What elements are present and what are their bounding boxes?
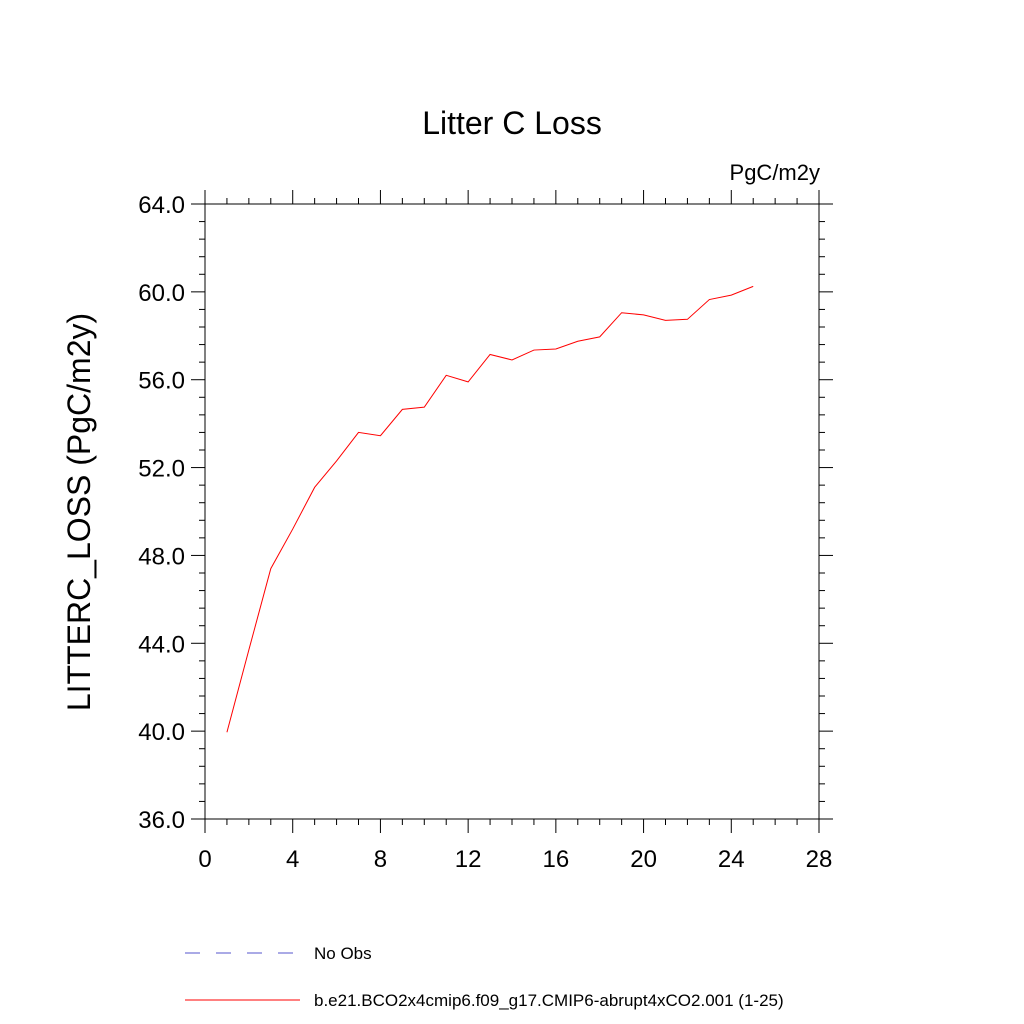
series-line bbox=[226, 285, 754, 733]
legend-label: No Obs bbox=[314, 944, 372, 963]
y-tick-label: 48.0 bbox=[138, 543, 185, 570]
chart-title: Litter C Loss bbox=[422, 105, 602, 141]
series-layer bbox=[226, 285, 754, 733]
x-tick-label: 8 bbox=[374, 846, 387, 873]
axis-ticks: 0 4 8 12 16 20 24 28 36.0 40.0 44.0 48.0 52.0 56.0 60.… bbox=[138, 190, 833, 873]
x-tick-label: 24 bbox=[718, 846, 745, 873]
y-tick-label: 44.0 bbox=[138, 631, 185, 658]
plot-frame bbox=[204, 203, 820, 820]
y-tick-label: 36.0 bbox=[138, 807, 185, 834]
x-tick-label: 20 bbox=[630, 846, 657, 873]
legend-label: b.e21.BCO2x4cmip6.f09_g17.CMIP6-abrupt4x… bbox=[314, 991, 784, 1010]
y-tick-label: 40.0 bbox=[138, 719, 185, 746]
y-tick-label: 64.0 bbox=[138, 192, 185, 219]
y-tick-label: 60.0 bbox=[138, 280, 185, 307]
y-tick-label: 56.0 bbox=[138, 368, 185, 395]
x-tick-label: 12 bbox=[455, 846, 482, 873]
x-tick-label: 28 bbox=[806, 846, 833, 873]
legend: No Obs b.e21.BCO2x4cmip6.f09_g17.CMIP6-ab… bbox=[185, 944, 784, 1010]
y-tick-label: 52.0 bbox=[138, 456, 185, 483]
x-tick-label: 4 bbox=[286, 846, 299, 873]
y-axis-label: LITTERC_LOSS (PgC/m2y) bbox=[61, 313, 97, 711]
x-tick-label: 16 bbox=[543, 846, 570, 873]
x-tick-label: 0 bbox=[198, 846, 211, 873]
units-label: PgC/m2y bbox=[730, 160, 820, 185]
